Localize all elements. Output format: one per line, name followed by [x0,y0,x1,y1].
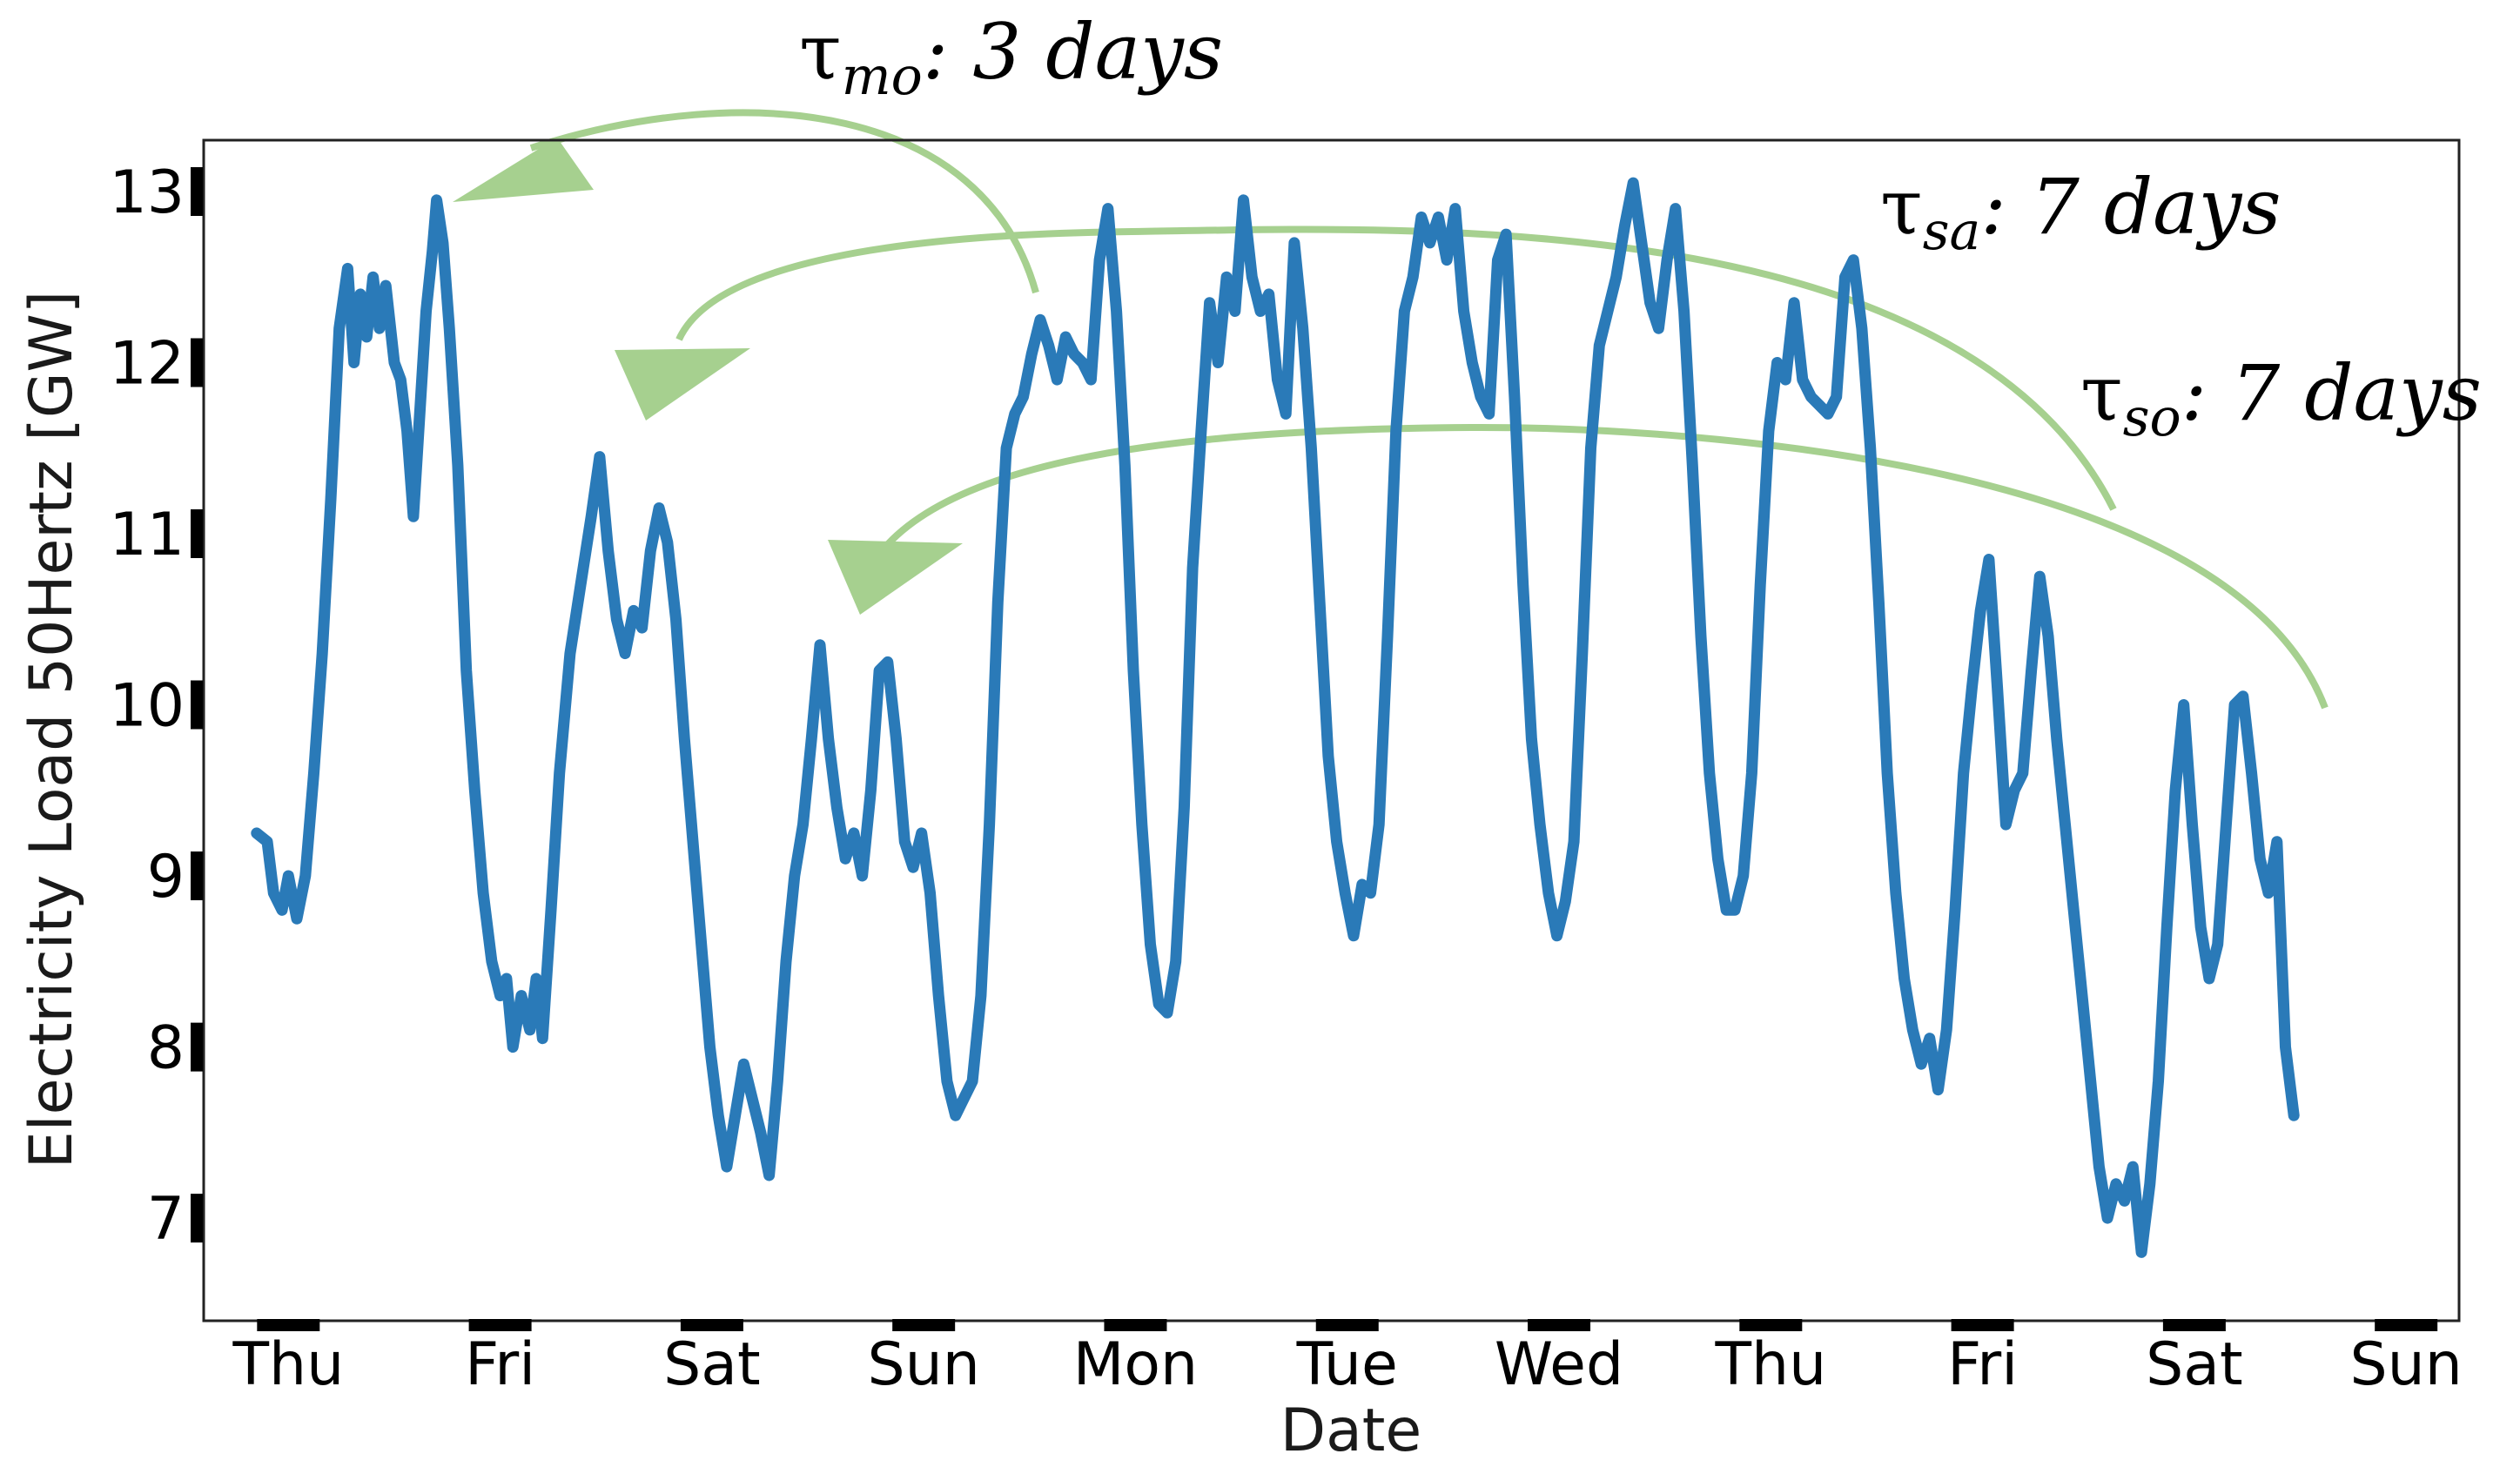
annotation-tau-so: τso: 7 days [2080,348,2482,448]
arrowhead-mo [453,138,594,202]
y-tick-label: 8 [147,1014,185,1083]
x-axis: Thu Fri Sat Sun Mon Tue Wed Thu Fri Sat Sun [232,1319,2463,1399]
x-tick-label: Thu [1714,1330,1826,1399]
x-tick-label: Sun [867,1330,979,1399]
x-tick-label: Tue [1296,1330,1398,1399]
plot-series [251,177,2300,1258]
x-tick-label: Sat [663,1330,761,1399]
annotation-tau-sa: τsa: 7 days [1880,162,2281,262]
x-tick-label: Sun [2349,1330,2462,1399]
x-tick-label: Thu [232,1330,344,1399]
y-tick-label: 13 [109,158,185,227]
series-line-load [251,177,2300,1258]
y-axis-title: Electricity Load 50Hertz [GW] [17,291,86,1169]
x-tick-label: Mon [1073,1330,1198,1399]
x-axis-title: Date [1280,1397,1422,1465]
x-tick-label: Fri [465,1330,535,1399]
y-tick-label: 10 [109,672,185,741]
x-tick-label: Fri [1947,1330,2018,1399]
y-tick-label: 9 [147,843,185,912]
arc-mo [529,109,1039,294]
x-tick-label: Sat [2146,1330,2243,1399]
arrowhead-sa [615,348,750,421]
arrowhead-so [828,540,963,615]
y-tick-label: 7 [147,1185,185,1254]
arc-so [885,423,2328,710]
y-tick-label: 12 [109,329,185,398]
x-tick-label: Wed [1495,1330,1623,1399]
y-axis: 7 8 9 10 11 12 13 [109,158,203,1254]
y-tick-label: 11 [109,501,185,569]
annotation-tau-mo: τmo: 3 days [799,7,1223,107]
